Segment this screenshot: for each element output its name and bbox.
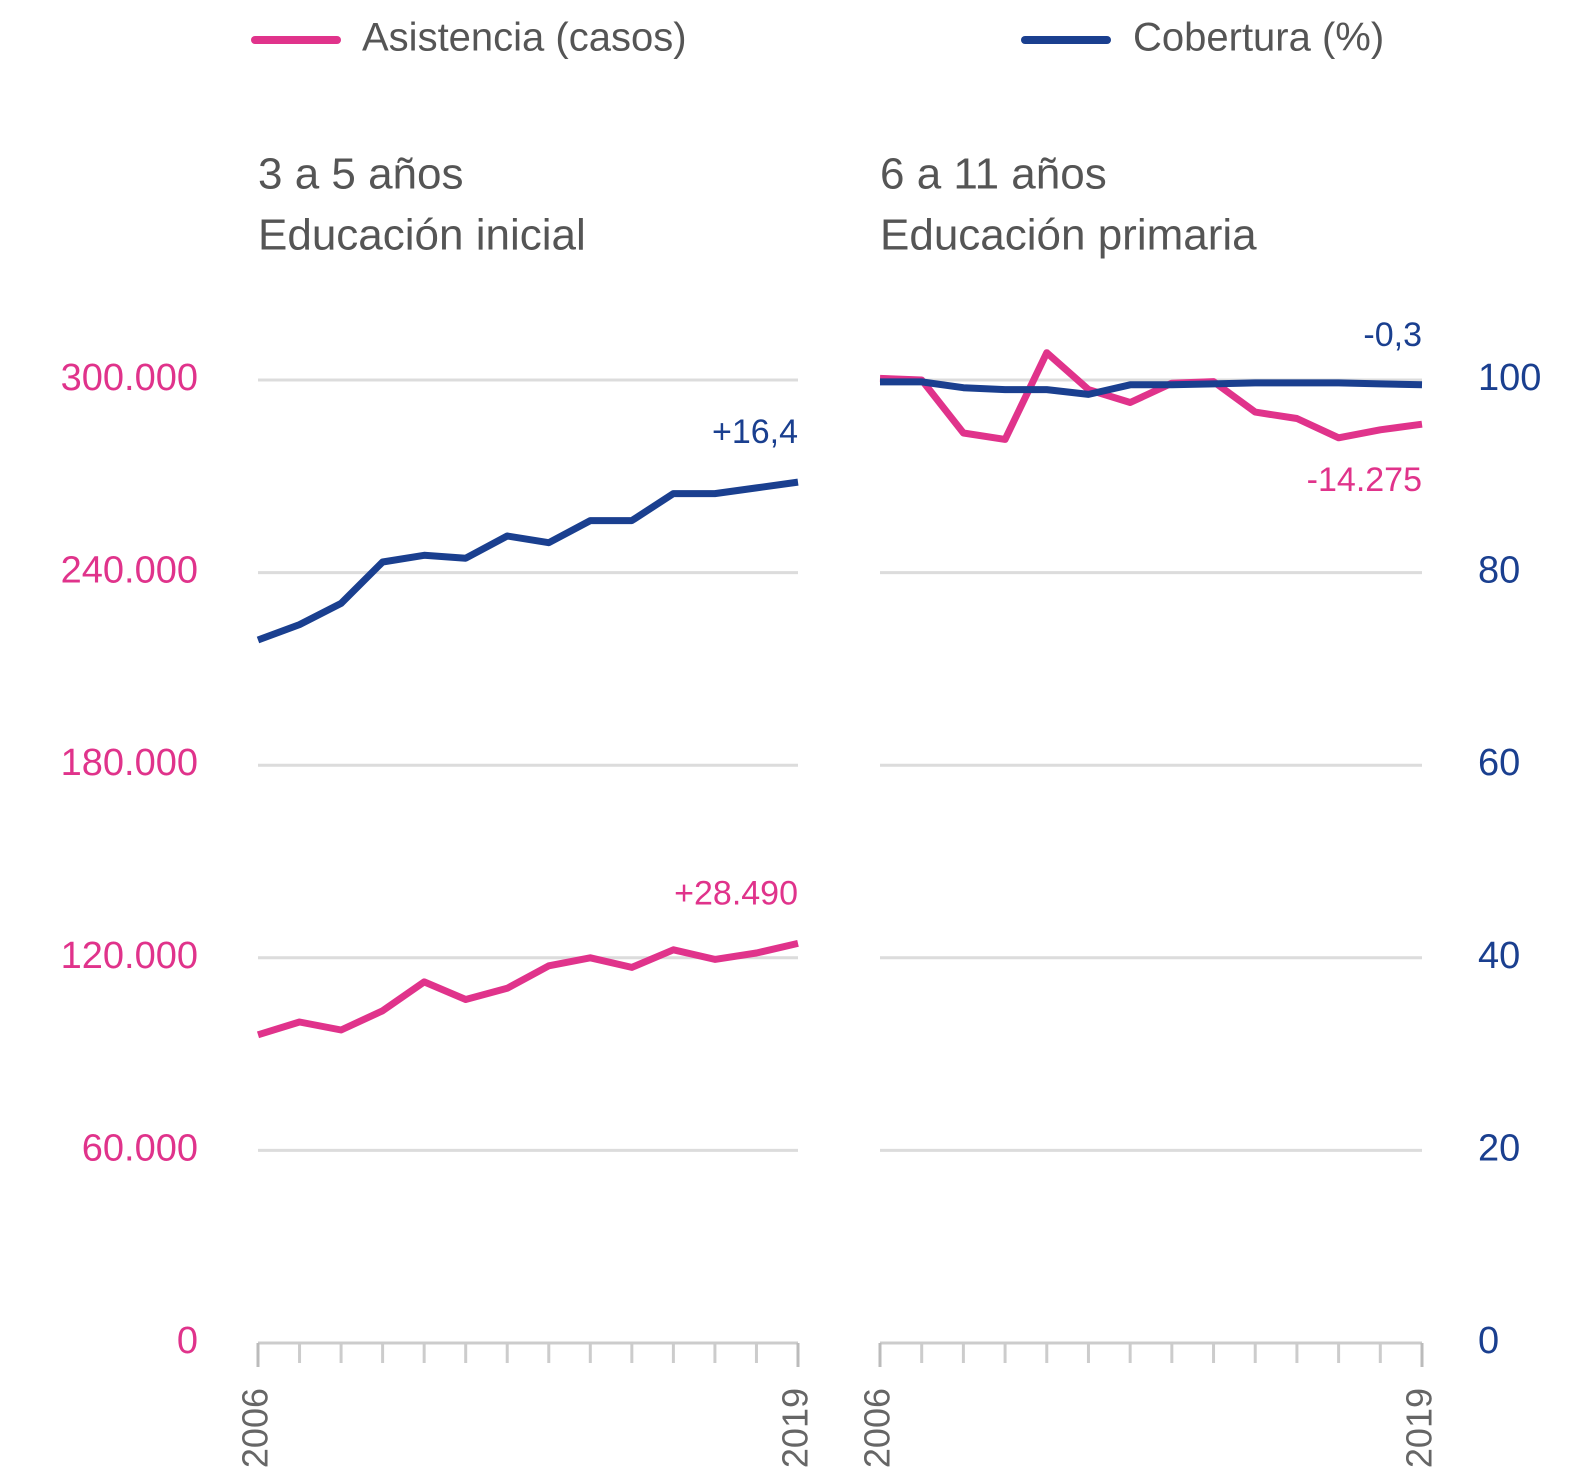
y-tick-label: 300.000	[61, 357, 198, 399]
panel-subtitle: Educación primaria	[880, 211, 1257, 260]
panel-title: 3 a 5 años	[258, 150, 464, 199]
x-tick-label: 2006	[235, 1388, 276, 1468]
series-line	[256, 939, 799, 1039]
x-tick-label: 2019	[775, 1388, 816, 1468]
x-tick-label: 2006	[857, 1388, 898, 1468]
y2-tick-label: 60	[1478, 742, 1520, 784]
end-label: -14.275	[1307, 461, 1422, 499]
x-tick-label: 2019	[1399, 1388, 1440, 1468]
end-label: +28.490	[674, 874, 798, 912]
y-tick-label: 240.000	[61, 550, 198, 592]
series-line	[880, 378, 1423, 398]
y2-tick-label: 20	[1478, 1127, 1520, 1169]
y2-tick-label: 0	[1478, 1320, 1499, 1362]
y2-tick-label: 40	[1478, 935, 1520, 977]
y-tick-label: 180.000	[61, 742, 198, 784]
end-label: -0,3	[1363, 316, 1422, 354]
legend-label: Asistencia (casos)	[362, 16, 687, 60]
y2-tick-label: 80	[1478, 550, 1520, 592]
series-line	[256, 478, 799, 644]
y2-tick-label: 100	[1478, 357, 1541, 399]
y-tick-label: 120.000	[61, 935, 198, 977]
y-tick-label: 60.000	[82, 1127, 198, 1169]
series-line	[879, 349, 1423, 443]
legend-label: Cobertura (%)	[1133, 16, 1384, 60]
end-label: +16,4	[712, 413, 798, 451]
y-tick-label: 0	[177, 1320, 198, 1362]
panel-subtitle: Educación inicial	[258, 211, 586, 260]
panel-title: 6 a 11 años	[880, 150, 1107, 199]
